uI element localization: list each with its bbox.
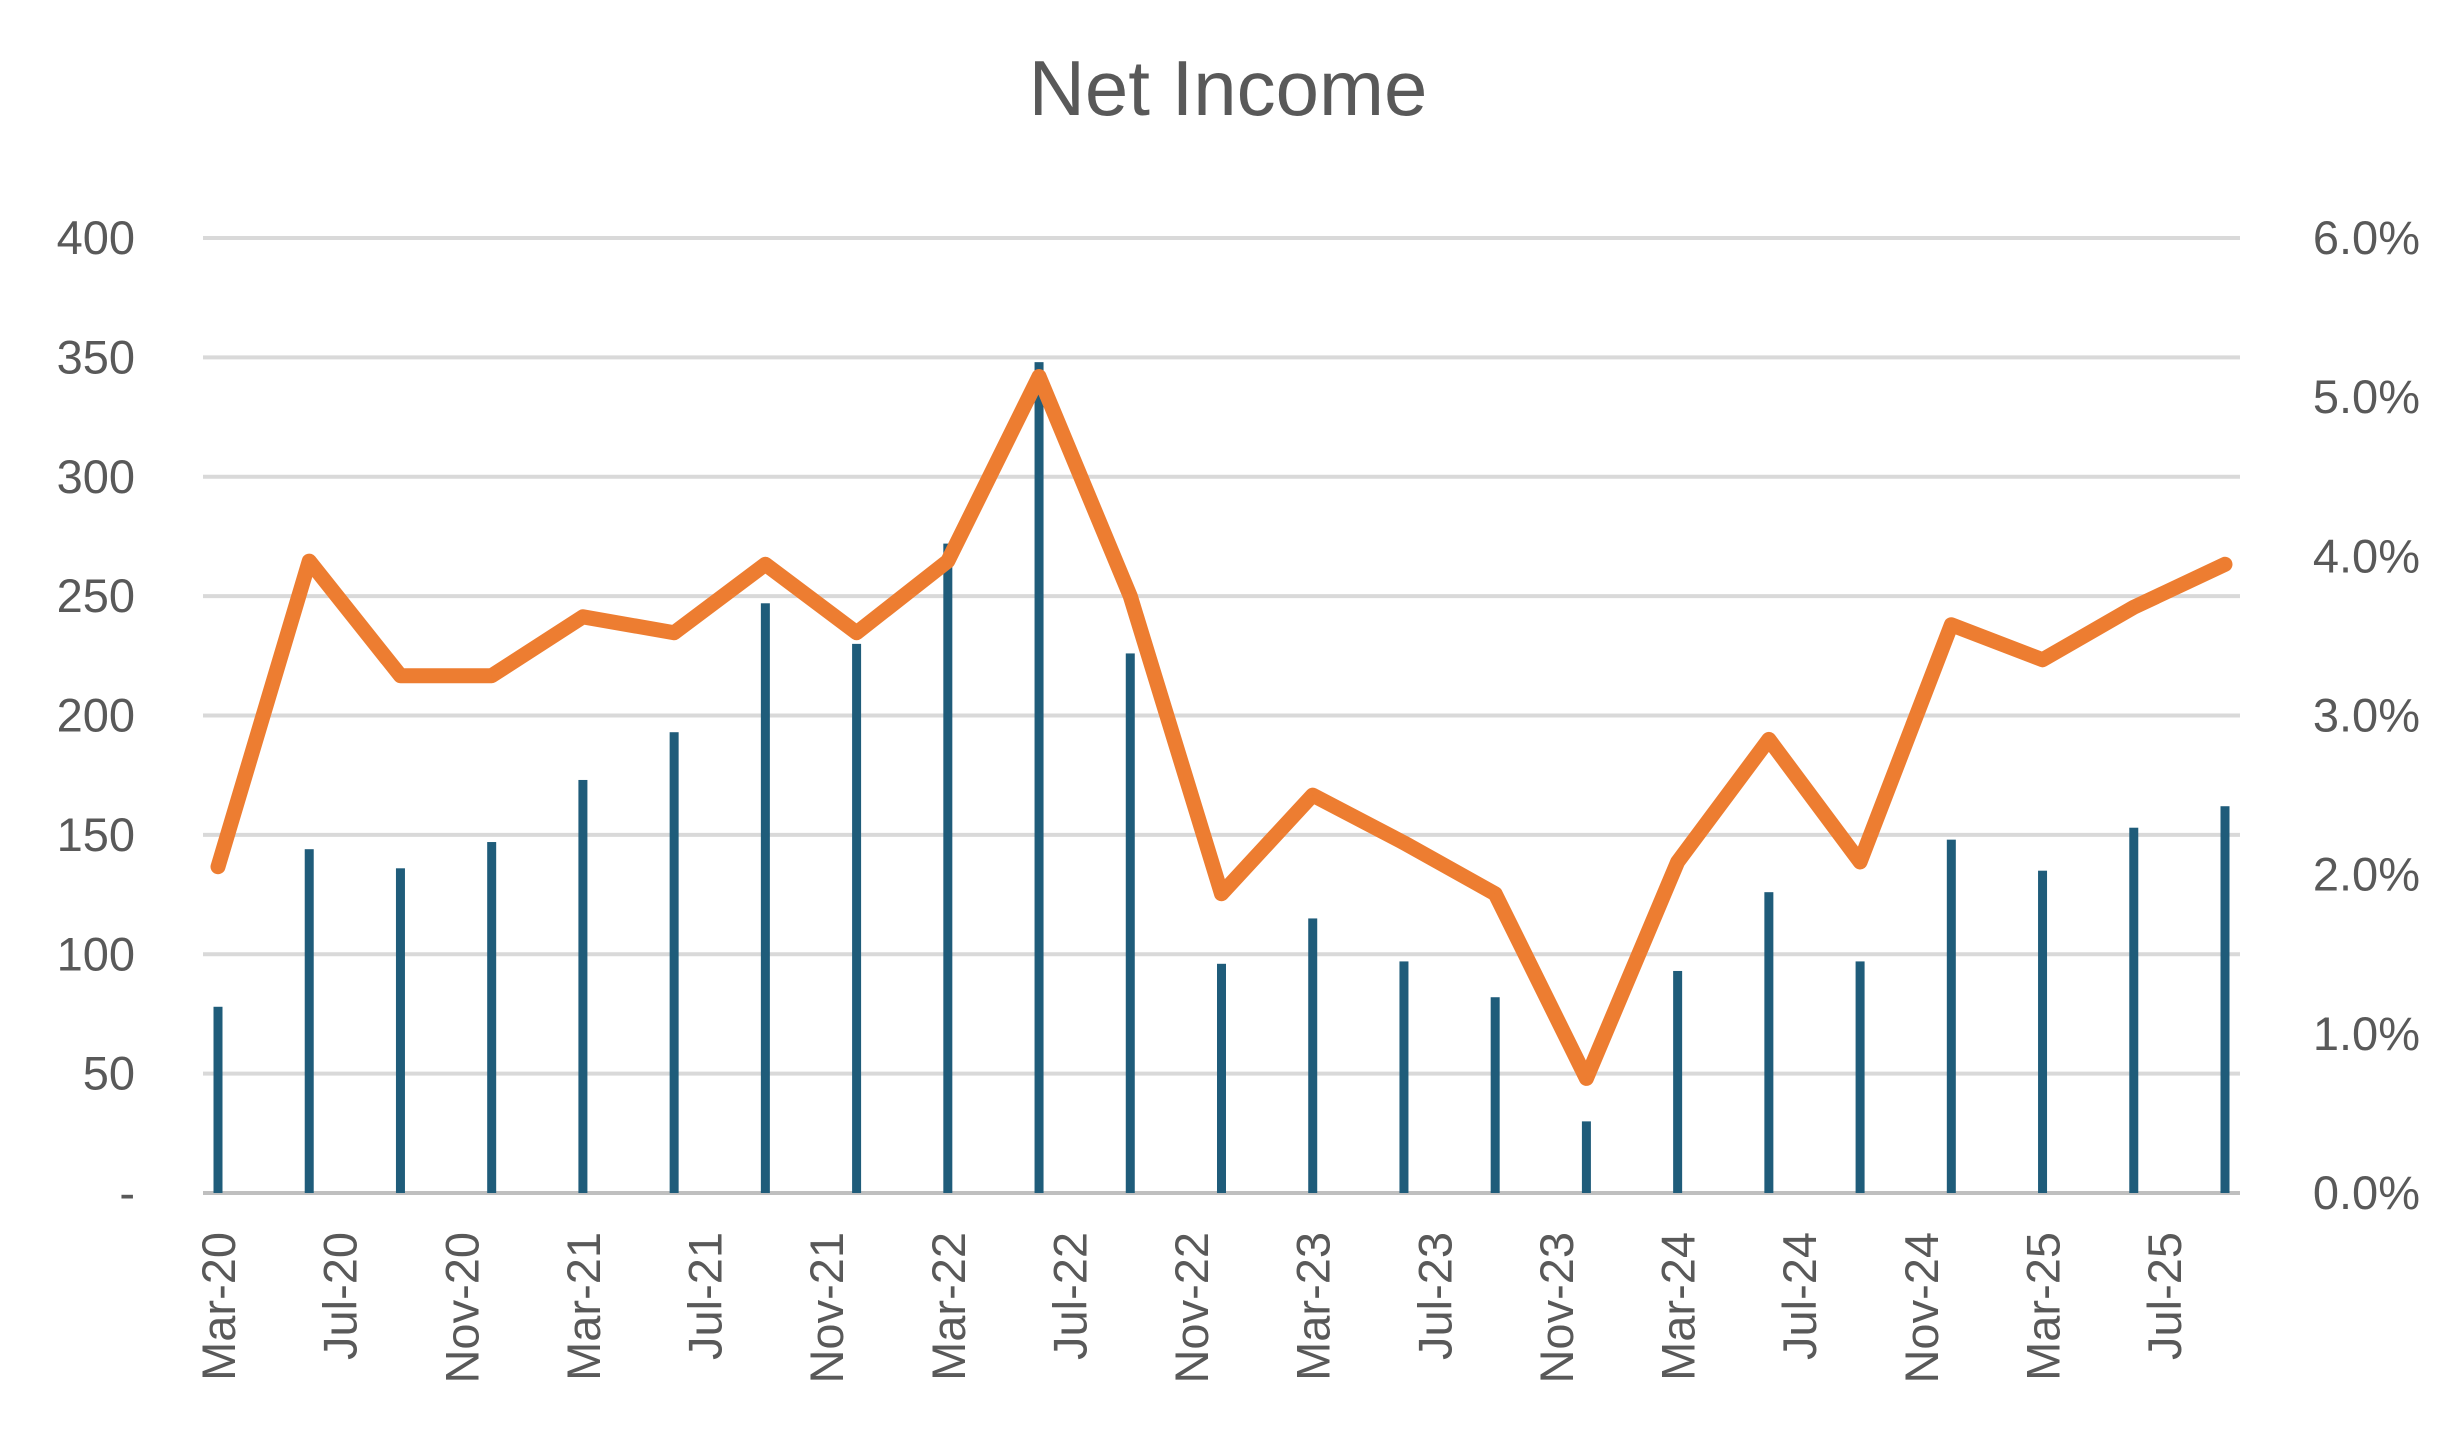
bar xyxy=(1217,963,1226,1193)
bar xyxy=(852,643,862,1193)
bar-series xyxy=(213,362,2230,1193)
bar xyxy=(1399,961,1409,1193)
chart-title: Net Income xyxy=(1029,44,1428,132)
x-tick-label: Nov-24 xyxy=(1895,1232,1948,1384)
bar xyxy=(2220,806,2230,1193)
bar xyxy=(1581,1121,1591,1193)
bar xyxy=(2038,870,2048,1193)
x-tick-label: Jul-23 xyxy=(1408,1232,1461,1360)
bar xyxy=(1764,892,1774,1193)
line-point xyxy=(1312,794,1314,796)
bar xyxy=(1308,918,1318,1193)
bar xyxy=(943,543,953,1193)
bar xyxy=(1855,961,1865,1193)
x-tick-label: Nov-21 xyxy=(800,1232,853,1384)
y-left-tick-label: - xyxy=(119,1166,135,1219)
x-tick-label: Mar-21 xyxy=(557,1232,610,1381)
line-point xyxy=(399,675,401,677)
bar xyxy=(2129,827,2139,1193)
line-point xyxy=(947,560,949,562)
y-right-tick-label: 1.0% xyxy=(2313,1007,2420,1060)
line-point xyxy=(764,563,766,565)
x-tick-label: Nov-20 xyxy=(435,1232,488,1384)
x-tick-label: Mar-20 xyxy=(192,1232,245,1381)
x-tick-label: Mar-24 xyxy=(1652,1232,1705,1381)
line-point xyxy=(1859,861,1861,863)
y-left-tick-label: 200 xyxy=(57,689,135,742)
axes: - 50 100 150 200 250 300 350 400 0.0% 1.0% 2.0% 3.0%… xyxy=(57,211,2420,1384)
x-tick-label: Mar-23 xyxy=(1287,1232,1340,1381)
x-tick-label: Jul-20 xyxy=(314,1232,367,1360)
bar xyxy=(395,868,405,1193)
x-tick-label: Mar-22 xyxy=(922,1232,975,1381)
bar xyxy=(760,603,770,1193)
line-point xyxy=(1403,842,1405,844)
line-point xyxy=(1129,595,1131,597)
x-tick-label: Jul-21 xyxy=(679,1232,732,1360)
bar xyxy=(669,732,679,1193)
line-point xyxy=(2224,563,2226,565)
bar xyxy=(1125,653,1135,1193)
x-tick-label: Nov-23 xyxy=(1530,1232,1583,1384)
line-point xyxy=(2133,606,2135,608)
line-point xyxy=(582,616,584,618)
bar xyxy=(1673,970,1683,1193)
y-right-tick-label: 0.0% xyxy=(2313,1166,2420,1219)
bar xyxy=(578,779,588,1193)
line-point xyxy=(1221,893,1222,895)
line-point xyxy=(856,632,858,634)
y-left-tick-label: 250 xyxy=(57,569,135,622)
bar xyxy=(1034,362,1044,1193)
gridlines xyxy=(203,236,2240,1195)
y-right-tick-label: 3.0% xyxy=(2313,689,2420,742)
line-point xyxy=(308,560,310,562)
line-series xyxy=(210,368,2233,1086)
bar xyxy=(1490,997,1500,1193)
x-tick-label: Mar-25 xyxy=(2017,1232,2070,1381)
line-point xyxy=(217,866,219,868)
bar xyxy=(304,849,314,1193)
line-point xyxy=(673,632,675,634)
y-left-tick-label: 350 xyxy=(57,330,135,383)
x-tick-label: Nov-22 xyxy=(1165,1232,1218,1384)
line-point xyxy=(2042,659,2044,661)
y-right-tick-label: 6.0% xyxy=(2313,211,2420,264)
line-point xyxy=(491,675,493,677)
y-left-tick-label: 50 xyxy=(83,1047,135,1100)
line-point xyxy=(1585,1077,1587,1079)
y-left-tick-label: 100 xyxy=(57,927,135,980)
line-point xyxy=(1677,861,1679,863)
y-left-tick-label: 400 xyxy=(57,211,135,264)
line-point xyxy=(1494,893,1496,895)
y-right-tick-label: 2.0% xyxy=(2313,848,2420,901)
x-tick-label: Jul-24 xyxy=(1773,1232,1826,1360)
line-point xyxy=(1038,375,1040,377)
y-right-tick-label: 5.0% xyxy=(2313,370,2420,423)
line-point xyxy=(1950,624,1952,626)
y-left-tick-label: 150 xyxy=(57,808,135,861)
y-right-tick-label: 4.0% xyxy=(2313,529,2420,582)
x-tick-label: Jul-22 xyxy=(1043,1232,1096,1360)
bar xyxy=(1946,839,1956,1193)
bar xyxy=(487,842,497,1193)
bar xyxy=(213,1006,223,1193)
y-left-tick-label: 300 xyxy=(57,450,135,503)
x-tick-label: Jul-25 xyxy=(2138,1232,2191,1360)
line-point xyxy=(1768,738,1770,740)
